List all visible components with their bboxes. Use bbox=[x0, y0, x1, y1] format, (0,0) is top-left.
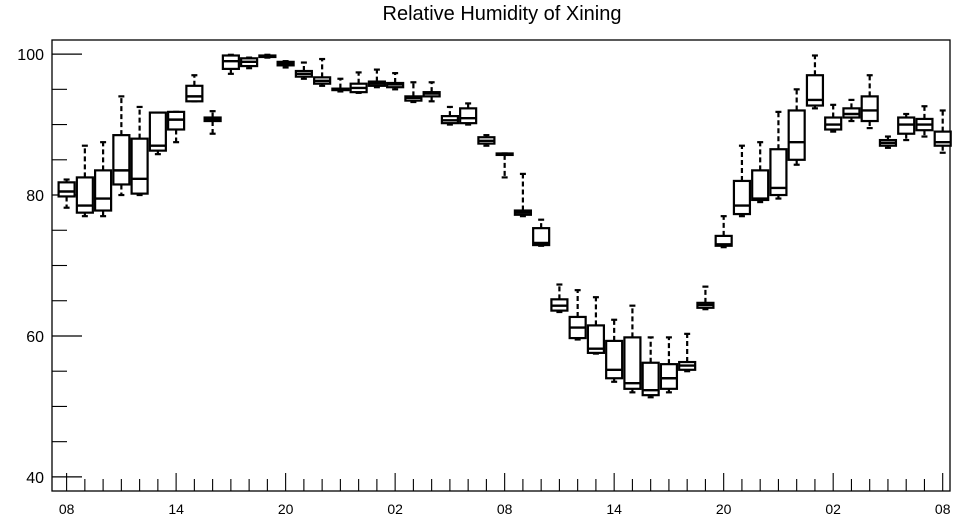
box-plot bbox=[313, 57, 332, 87]
box-plot bbox=[586, 296, 606, 355]
box bbox=[532, 227, 551, 247]
box-plot bbox=[678, 332, 697, 373]
x-tick-label: 02 bbox=[387, 501, 403, 517]
box-plot bbox=[276, 60, 295, 69]
box-plot bbox=[349, 71, 368, 94]
x-tick-label: 14 bbox=[606, 501, 622, 517]
y-tick-label: 60 bbox=[26, 329, 44, 346]
box-plot bbox=[221, 53, 240, 75]
box bbox=[787, 109, 806, 161]
box-plot bbox=[732, 144, 752, 218]
box-plot bbox=[477, 134, 496, 147]
x-tick-label: 02 bbox=[825, 501, 841, 517]
box bbox=[57, 181, 76, 198]
box-plot bbox=[550, 283, 569, 314]
box bbox=[805, 74, 825, 107]
box-plot bbox=[386, 72, 405, 91]
box bbox=[751, 169, 770, 202]
box-plot bbox=[933, 109, 952, 154]
box-plot bbox=[751, 141, 770, 204]
box bbox=[586, 324, 606, 354]
y-tick-label: 100 bbox=[17, 47, 44, 64]
box-plot bbox=[75, 144, 94, 218]
box-plot bbox=[787, 88, 806, 166]
box-plot bbox=[57, 178, 76, 209]
box-plot bbox=[513, 172, 533, 218]
box bbox=[459, 107, 478, 125]
box bbox=[185, 84, 204, 103]
box bbox=[641, 361, 660, 397]
box-plot bbox=[203, 110, 222, 135]
box-plot bbox=[824, 103, 843, 133]
box-plot bbox=[240, 56, 259, 70]
box-plot bbox=[331, 77, 350, 93]
x-axis: 08 14 20 02 08 14 20 02 08 bbox=[59, 473, 951, 517]
x-tick-label: 08 bbox=[59, 501, 75, 517]
box bbox=[659, 363, 679, 390]
box-plot bbox=[605, 318, 624, 383]
box bbox=[112, 134, 131, 186]
box-plot bbox=[422, 81, 441, 103]
box-plot bbox=[367, 68, 386, 89]
box-plot bbox=[258, 53, 277, 59]
box-plot bbox=[185, 74, 204, 103]
x-tick-label: 08 bbox=[935, 501, 951, 517]
box-plot bbox=[897, 112, 916, 142]
box bbox=[732, 179, 752, 216]
box bbox=[714, 234, 733, 247]
x-tick-label: 20 bbox=[278, 501, 294, 517]
box-plot bbox=[769, 110, 788, 200]
box bbox=[933, 130, 952, 147]
box-plot bbox=[130, 105, 149, 197]
box-plot bbox=[459, 102, 478, 126]
y-axis: 40 60 80 100 bbox=[17, 47, 82, 487]
box-plot bbox=[167, 110, 186, 144]
box-plot bbox=[659, 336, 679, 394]
box-plot bbox=[915, 105, 934, 138]
box-plot bbox=[641, 336, 660, 399]
box-plot bbox=[495, 152, 514, 179]
box bbox=[94, 169, 113, 212]
box-plot bbox=[568, 289, 587, 341]
box-plot bbox=[532, 218, 551, 247]
box bbox=[769, 148, 788, 197]
box-plot bbox=[440, 105, 459, 126]
x-tick-label: 14 bbox=[168, 501, 184, 517]
box-plot bbox=[148, 111, 167, 156]
box-plot bbox=[842, 98, 861, 123]
box-plot bbox=[696, 285, 715, 311]
box bbox=[605, 339, 624, 380]
box bbox=[130, 137, 149, 195]
y-tick-label: 80 bbox=[26, 188, 44, 205]
y-tick-label: 40 bbox=[26, 470, 44, 487]
box-plot bbox=[404, 81, 423, 104]
chart-title: Relative Humidity of Xining bbox=[382, 3, 622, 25]
box bbox=[623, 336, 642, 390]
box-plot bbox=[805, 54, 825, 110]
box-plot bbox=[878, 135, 898, 149]
box bbox=[148, 111, 167, 152]
box-series bbox=[57, 53, 952, 399]
box-plot bbox=[294, 61, 313, 80]
box bbox=[75, 176, 94, 214]
box bbox=[860, 95, 879, 123]
box-plot bbox=[714, 215, 733, 249]
box-plot bbox=[112, 95, 131, 197]
box-plot bbox=[94, 141, 113, 218]
box-plot bbox=[860, 74, 879, 130]
x-tick-label: 20 bbox=[716, 501, 732, 517]
box-plot bbox=[623, 304, 642, 394]
x-tick-label: 08 bbox=[497, 501, 513, 517]
